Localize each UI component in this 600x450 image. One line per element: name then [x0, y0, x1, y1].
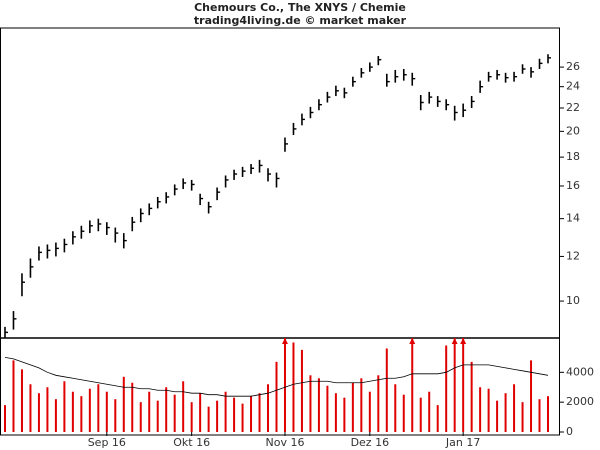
y-tick-label: 26 [566, 60, 580, 73]
x-tick-label: Dez 16 [351, 436, 390, 449]
clip-arrow [451, 338, 458, 344]
x-tick-label: Sep 16 [88, 436, 126, 449]
x-tick-label: Okt 16 [173, 436, 210, 449]
clip-arrow [460, 338, 467, 344]
clip-arrow [281, 338, 288, 344]
y-tick-label: 22 [566, 101, 580, 114]
clip-arrow [409, 338, 416, 344]
y-tick-label: 18 [566, 150, 580, 163]
chart-subtitle: trading4living.de © market maker [194, 14, 407, 27]
volume-average [4, 357, 549, 397]
x-tick-label: Nov 16 [266, 436, 305, 449]
y-tick-label: 10 [566, 294, 580, 307]
y-tick-label: 12 [566, 249, 580, 262]
y-tick-label: 14 [566, 212, 580, 225]
y-tick-label: 16 [566, 179, 580, 192]
volume-tick-label: 0 [566, 425, 573, 438]
volume-panel [4, 338, 549, 432]
plot-frame [0, 27, 560, 436]
y-tick-label: 20 [566, 124, 580, 137]
chart-title: Chemours Co., The XNYS / Chemie [194, 1, 406, 14]
volume-tick-label: 4000 [566, 365, 594, 378]
y-tick-label: 24 [566, 80, 580, 93]
x-tick-label: Jan 17 [445, 436, 480, 449]
volume-tick-label: 2000 [566, 395, 594, 408]
